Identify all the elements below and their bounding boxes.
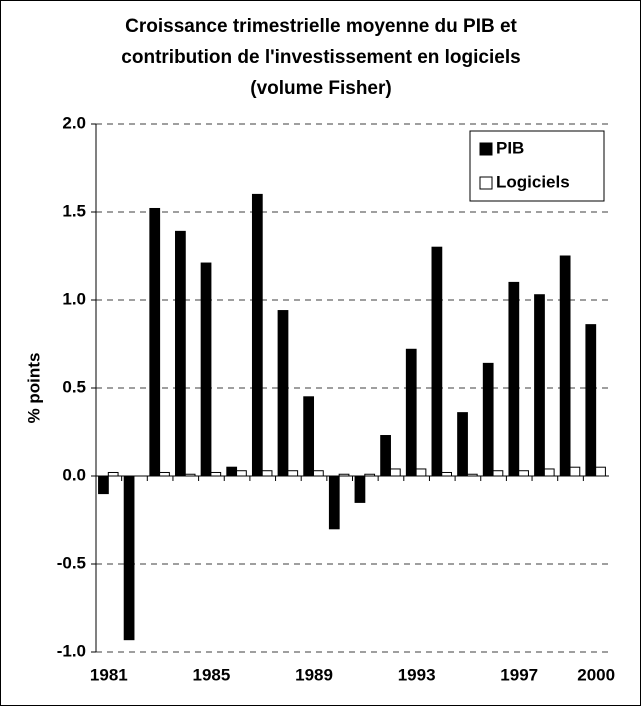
y-tick-label: 0.0 (62, 465, 86, 484)
bar (313, 470, 324, 477)
x-tick-label: 1997 (500, 665, 538, 684)
bar (389, 468, 401, 477)
bar (107, 471, 119, 477)
bar (585, 324, 597, 477)
bar (287, 470, 299, 477)
bar (405, 348, 417, 477)
bar (441, 471, 453, 477)
x-tick-label: 1985 (193, 665, 231, 684)
bar (328, 475, 340, 530)
y-tick-label: -0.5 (57, 553, 86, 572)
y-tick-label: -1.0 (57, 641, 86, 660)
bar (200, 262, 212, 477)
bar (518, 470, 529, 477)
y-tick-label: 2.0 (62, 113, 86, 132)
legend-label: PIB (496, 138, 524, 157)
bar (251, 193, 263, 477)
bar (98, 475, 109, 495)
chart-title: Croissance trimestrielle moyenne du PIB … (121, 16, 521, 99)
bar (508, 281, 520, 477)
bar (277, 310, 289, 477)
y-tick-label: 1.0 (62, 289, 86, 308)
legend-swatch (479, 142, 493, 156)
bar (380, 435, 391, 477)
bar (303, 396, 315, 477)
x-tick-label: 1993 (398, 665, 436, 684)
y-axis-label: % points (24, 353, 43, 424)
y-tick-label: 0.5 (62, 377, 86, 396)
bar (595, 466, 606, 477)
bar (559, 255, 571, 477)
bar (236, 470, 247, 477)
bar (226, 466, 238, 477)
x-tick-label: 1981 (90, 665, 128, 684)
x-tick-label: 2000 (577, 665, 615, 684)
bar (431, 246, 443, 477)
bar (415, 468, 427, 477)
bar (175, 230, 186, 477)
bar (543, 468, 555, 477)
legend-swatch (479, 176, 493, 190)
bar (492, 470, 504, 477)
bar (210, 471, 222, 477)
bar (123, 475, 135, 641)
bar (354, 475, 366, 503)
bar (482, 362, 494, 477)
y-tick-label: 1.5 (62, 201, 86, 220)
legend-label: Logiciels (496, 172, 570, 191)
bar (457, 412, 468, 477)
bar (569, 466, 581, 477)
x-tick-label: 1989 (295, 665, 333, 684)
bar (261, 470, 273, 477)
bar (534, 294, 545, 477)
bar (159, 471, 170, 477)
bar (149, 207, 161, 477)
